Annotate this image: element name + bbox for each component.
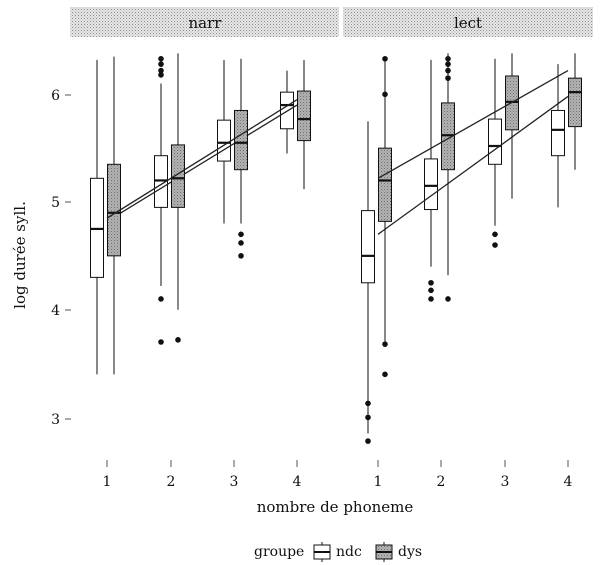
box-lect-dys-2-outlier — [445, 75, 451, 81]
box-narr-dys-3-outlier — [238, 253, 244, 259]
panel-title-lect: lect — [454, 14, 482, 32]
box-narr-ndc-2-outlier — [158, 296, 164, 302]
x-tick-label-lect: 3 — [501, 474, 510, 490]
box-lect-dys-1-outlier — [382, 91, 388, 98]
box-lect-ndc-2-outlier — [428, 279, 434, 286]
box-narr-ndc-3 — [217, 119, 231, 162]
box-narr-ndc-2-outlier — [158, 67, 164, 74]
legend-key-ndc — [313, 542, 331, 562]
box-lect-dys-4 — [568, 77, 582, 128]
box-narr-dys-2-outlier — [175, 337, 181, 343]
x-axis: 1 2 3 4 1 2 3 4 nombre de phoneme — [103, 460, 573, 516]
y-tick-label: 4 — [51, 303, 60, 319]
box-narr-dys-4 — [297, 90, 311, 142]
x-tick-label-lect: 2 — [437, 474, 446, 490]
box-lect-ndc-1 — [361, 210, 375, 284]
box-lect-ndc-2-outlier — [428, 287, 434, 294]
legend-key-dys — [375, 542, 393, 562]
x-tick-label-narr: 3 — [230, 474, 239, 490]
data-layer — [90, 53, 582, 444]
box-lect-dys-1-outlier — [382, 371, 388, 378]
y-axis-title: log durée syll. — [11, 201, 29, 309]
y-axis: 3 4 5 6 log durée syll. — [11, 88, 71, 428]
legend-label-dys: dys — [398, 544, 422, 560]
x-tick-label-narr: 4 — [293, 474, 302, 490]
box-lect-dys-1 — [378, 147, 392, 222]
x-tick-label-lect: 4 — [564, 474, 573, 490]
legend-title: groupe — [254, 544, 304, 560]
x-tick-label-narr: 1 — [103, 474, 112, 490]
trend-line-lect-dys — [377, 70, 569, 179]
trend-line-narr-dys — [106, 99, 298, 219]
trend-line-lect-ndc — [377, 95, 569, 235]
box-lect-dys-2-outlier — [445, 61, 451, 67]
box-lect-dys-1-outlier — [382, 341, 388, 347]
box-lect-dys-2-outlier — [445, 67, 451, 74]
box-lect-ndc-3 — [488, 118, 502, 165]
panel-strip-lect — [343, 7, 593, 37]
box-lect-ndc-1-outlier — [365, 438, 371, 444]
box-lect-ndc-2 — [424, 158, 438, 211]
box-lect-ndc-1-outlier — [365, 414, 371, 421]
box-narr-ndc-2-outlier — [158, 339, 164, 345]
box-narr-dys-3-outlier — [238, 240, 244, 246]
box-lect-dys-2-outlier — [445, 296, 451, 302]
y-tick-label: 3 — [51, 412, 60, 428]
box-narr-dys-2 — [171, 144, 185, 208]
box-lect-ndc-2-outlier — [428, 296, 434, 302]
x-axis-title: nombre de phoneme — [257, 498, 414, 516]
y-tick-label: 5 — [51, 195, 60, 211]
box-narr-dys-3-outlier — [238, 231, 244, 238]
y-tick-label: 6 — [51, 88, 60, 104]
box-lect-ndc-1-outlier — [365, 400, 371, 407]
panel-strip-narr — [70, 7, 339, 37]
box-lect-ndc-4 — [551, 109, 565, 157]
legend: groupe ndc dys — [254, 542, 422, 562]
box-narr-dys-3 — [234, 109, 248, 171]
x-tick-label-lect: 1 — [374, 474, 383, 490]
box-narr-ndc-2-outlier — [158, 72, 164, 78]
box-lect-ndc-3-outlier — [492, 231, 498, 238]
box-lect-dys-2-outlier — [445, 55, 451, 62]
legend-label-ndc: ndc — [336, 544, 362, 560]
box-narr-dys-1 — [107, 163, 121, 257]
box-lect-dys-1-outlier — [382, 55, 388, 62]
x-tick-label-narr: 2 — [167, 474, 176, 490]
trend-line-narr-ndc — [106, 104, 298, 222]
box-narr-ndc-2-outlier — [158, 61, 164, 67]
panel-title-narr: narr — [189, 14, 223, 32]
box-lect-ndc-3-outlier — [492, 242, 498, 248]
box-narr-ndc-2-outlier — [158, 55, 164, 62]
